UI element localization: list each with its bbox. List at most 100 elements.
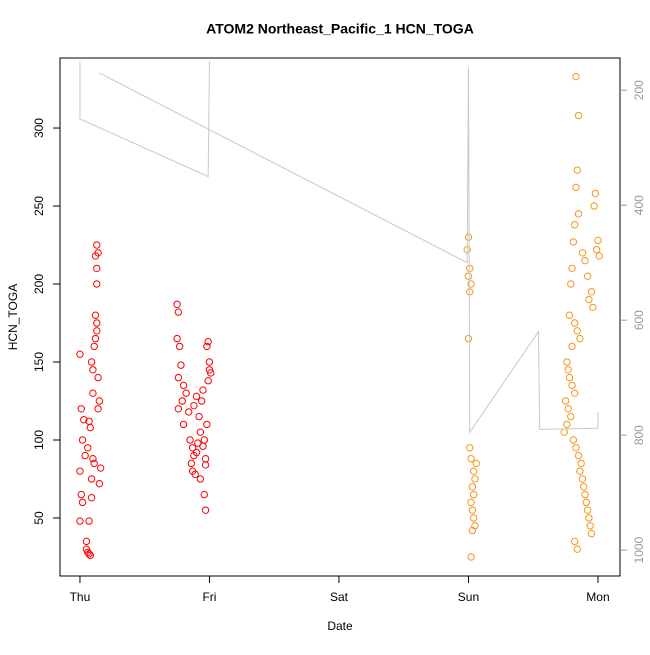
point	[94, 249, 102, 257]
point	[197, 397, 206, 405]
point	[174, 373, 183, 382]
point	[581, 256, 589, 265]
point	[93, 319, 101, 327]
point	[469, 514, 478, 522]
point	[592, 245, 601, 254]
point	[199, 442, 207, 450]
plot-area	[76, 61, 603, 561]
point	[82, 537, 91, 546]
point	[76, 517, 84, 525]
point	[568, 264, 576, 273]
point	[586, 522, 594, 530]
point	[560, 428, 569, 436]
chart-title: ATOM2 Northeast_Pacific_1 HCN_TOGA	[206, 21, 474, 37]
point	[572, 183, 580, 192]
point	[581, 490, 589, 499]
point	[96, 464, 105, 472]
point	[185, 408, 193, 416]
point	[578, 249, 587, 257]
point	[570, 389, 579, 397]
x-tick-label: Thu	[70, 590, 91, 604]
y2-tick-label: 400	[632, 195, 646, 215]
point	[203, 420, 211, 429]
y-tick-label: 200	[32, 274, 46, 294]
y-tick-label: 150	[32, 352, 46, 372]
point	[78, 498, 87, 507]
point	[77, 490, 85, 499]
point	[567, 412, 575, 421]
point	[591, 189, 600, 198]
point	[177, 361, 185, 369]
point	[173, 334, 181, 343]
point	[467, 553, 475, 561]
point	[568, 342, 576, 351]
point	[469, 490, 478, 499]
point	[93, 280, 101, 288]
point	[174, 308, 183, 316]
point	[85, 517, 93, 525]
point	[93, 241, 101, 249]
point	[196, 428, 205, 436]
point	[86, 551, 95, 560]
point	[77, 405, 85, 413]
point	[570, 537, 579, 546]
x-axis-label: Date	[327, 619, 353, 633]
point	[464, 233, 473, 241]
point	[182, 389, 190, 397]
point	[573, 327, 581, 335]
point	[94, 405, 102, 413]
point	[89, 366, 97, 374]
point	[570, 221, 579, 229]
point	[576, 334, 584, 343]
point	[187, 459, 196, 468]
point	[472, 459, 480, 468]
point	[199, 386, 207, 394]
point	[87, 358, 96, 366]
point	[587, 288, 596, 296]
point	[583, 506, 592, 514]
point	[569, 436, 578, 444]
point	[574, 210, 583, 218]
y2-tick-label: 600	[632, 310, 646, 330]
point	[464, 334, 473, 343]
y-axis-label: HCN_TOGA	[6, 284, 20, 350]
point	[91, 311, 100, 319]
point	[589, 303, 597, 312]
point	[577, 459, 585, 468]
point	[565, 311, 574, 319]
point	[86, 423, 95, 432]
point	[186, 436, 194, 444]
point	[192, 448, 201, 457]
point	[583, 272, 592, 280]
point	[188, 444, 197, 452]
point	[95, 479, 104, 488]
point	[585, 514, 593, 522]
point	[87, 475, 96, 483]
point	[563, 358, 571, 366]
point	[574, 111, 583, 120]
x-tick-label: Fri	[202, 590, 216, 604]
y-tick-label: 100	[32, 430, 46, 450]
y2-tick-label: 1000	[632, 536, 646, 563]
point	[89, 389, 97, 397]
point	[587, 529, 596, 538]
point	[468, 526, 477, 535]
point	[78, 436, 87, 444]
point	[468, 483, 477, 491]
y2-tick-label: 800	[632, 425, 646, 445]
point	[93, 264, 101, 273]
point	[580, 483, 588, 491]
point	[178, 397, 186, 405]
point	[594, 236, 602, 245]
point	[572, 444, 580, 452]
point	[203, 342, 211, 351]
point	[466, 264, 474, 273]
y-tick-label: 50	[32, 511, 46, 525]
point	[469, 467, 478, 475]
x-tick-label: Mon	[586, 590, 609, 604]
point	[567, 280, 575, 288]
point	[200, 436, 208, 444]
point	[94, 373, 102, 382]
point	[76, 467, 84, 475]
